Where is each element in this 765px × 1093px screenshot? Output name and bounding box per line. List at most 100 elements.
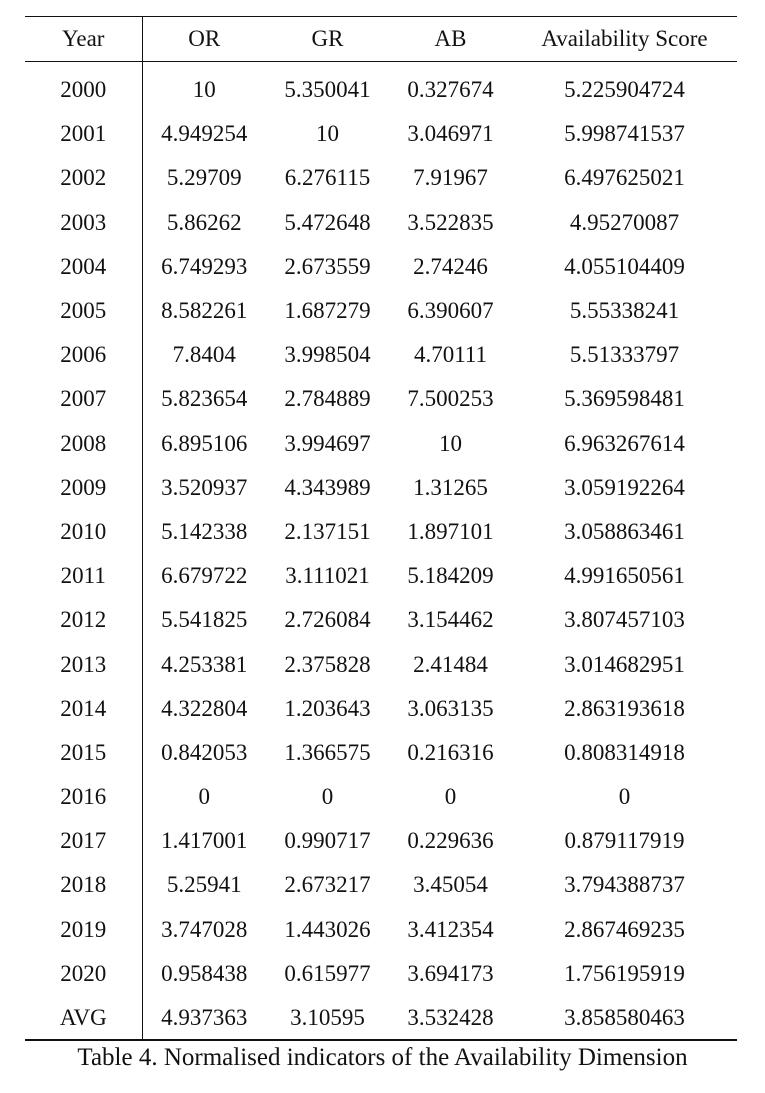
table-body: 2000 10 5.350041 0.327674 5.225904724 2001 4.9… [25,61,737,1041]
table-row: 2016 0 0 0 0 [25,775,737,820]
header-gr: GR [311,26,344,51]
gr-cell: 3.111021 [285,563,370,589]
table-row: 2001 4.949254 10 3.046971 5.998741537 [25,112,737,157]
year-cell: 2000 [25,61,143,113]
ab-cell: 3.694173 [407,960,494,986]
availability-score-cell: 5.225904724 [564,77,685,103]
gr-cell: 2.137151 [284,518,371,544]
table-row: 2004 6.749293 2.673559 2.74246 4.055104409 [25,244,737,289]
ab-cell: 0 [444,784,457,810]
table-row: 2019 3.747028 1.443026 3.412354 2.867469235 [25,907,737,952]
year-cell: 2003 [25,200,143,245]
year-cell: 2018 [25,863,143,908]
year-cell: 2004 [25,244,143,289]
or-cell: 5.29709 [166,165,242,191]
ab-cell: 7.91967 [413,165,488,191]
or-cell: 6.679722 [161,563,248,589]
table-row: 2017 1.417001 0.990717 0.229636 0.879117919 [25,819,737,864]
availability-score-cell: 5.998741537 [564,121,685,147]
ab-cell: 0.229636 [407,828,494,854]
table-row: 2011 6.679722 3.111021 5.184209 4.991650561 [25,554,737,599]
gr-cell: 2.726084 [284,607,371,633]
or-cell: 3.747028 [161,916,248,942]
ab-cell: 2.74246 [413,253,488,279]
or-cell: 6.895106 [161,430,248,456]
year-cell: 2007 [25,377,143,422]
ab-cell: 3.154462 [407,607,494,633]
or-cell: 0.842053 [161,739,248,765]
table-row: 2012 5.541825 2.726084 3.154462 3.807457103 [25,598,737,643]
or-cell: 6.749293 [161,253,248,279]
gr-cell: 5.472648 [284,209,371,235]
availability-score-cell: 2.867469235 [564,916,685,942]
table-row: 2018 5.25941 2.673217 3.45054 3.794388737 [25,863,737,908]
ab-cell: 4.70111 [413,342,488,368]
gr-cell: 3.994697 [284,430,371,456]
year-cell: 2005 [25,288,143,334]
table-row: 2003 5.86262 5.472648 3.522835 4.95270087 [25,200,737,245]
year-cell: 2010 [25,509,143,555]
gr-cell: 10 [316,121,339,147]
table-row: 2006 7.8404 3.998504 4.70111 5.51333797 [25,333,737,378]
table-row: 2009 3.520937 4.343989 1.31265 3.059192264 [25,465,737,510]
ab-cell: 3.45054 [413,872,488,898]
year-cell: AVG [25,995,143,1041]
availability-score-cell: 3.059192264 [564,474,685,500]
table-row: 2014 4.322804 1.203643 3.063135 2.863193618 [25,686,737,731]
year-cell: 2014 [25,686,143,731]
table-row: 2007 5.823654 2.784889 7.500253 5.369598481 [25,377,737,422]
table-header: Year OR GR AB Availability Score [25,16,737,62]
ab-cell: 5.184209 [407,563,494,589]
ab-cell: 2.41484 [413,651,488,677]
or-cell: 4.937363 [161,1005,248,1031]
availability-score-cell: 0.808314918 [564,739,685,765]
header-year: Year [25,16,143,62]
ab-cell: 6.390607 [407,298,494,324]
gr-cell: 2.375828 [284,651,371,677]
or-cell: 7.8404 [172,342,236,368]
gr-cell: 3.10595 [290,1005,365,1031]
or-cell: 5.86262 [166,209,242,235]
gr-cell: 0.990717 [284,828,371,854]
header-availability-score: Availability Score [541,26,708,51]
year-cell: 2009 [25,465,143,510]
availability-score-cell: 1.756195919 [564,960,685,986]
gr-cell: 2.673217 [284,872,371,898]
availability-score-cell: 5.51333797 [569,342,680,368]
or-cell: 5.541825 [161,607,248,633]
availability-score-cell: 3.858580463 [564,1005,685,1031]
availability-score-cell: 2.863193618 [564,695,685,721]
availability-score-cell: 3.807457103 [564,607,685,633]
table-row: 2015 0.842053 1.366575 0.216316 0.808314918 [25,730,737,775]
year-cell: 2011 [25,554,143,599]
table-bottom-rule [25,1039,737,1041]
year-cell: 2002 [25,156,143,201]
ab-cell: 3.412354 [407,916,494,942]
availability-score-cell: 6.963267614 [564,430,685,456]
gr-cell: 6.276115 [284,165,371,191]
gr-cell: 1.366575 [284,739,371,765]
availability-score-cell: 4.055104409 [564,253,685,279]
year-cell: 2013 [25,642,143,687]
ab-cell: 3.522835 [407,209,494,235]
year-cell: 2019 [25,907,143,952]
table-row: 2002 5.29709 6.276115 7.91967 6.497625021 [25,156,737,201]
availability-score-cell: 4.991650561 [564,563,685,589]
table-row: 2005 8.582261 1.687279 6.390607 5.55338241 [25,288,737,334]
availability-score-cell: 3.794388737 [564,872,685,898]
ab-cell: 3.532428 [407,1005,494,1031]
gr-cell: 1.443026 [284,916,371,942]
gr-cell: 5.350041 [284,77,371,103]
ab-cell: 0.216316 [407,739,494,765]
ab-cell: 3.046971 [407,121,494,147]
or-cell: 4.949254 [161,121,248,147]
table-row: 2000 10 5.350041 0.327674 5.225904724 [25,61,737,113]
ab-cell: 0.327674 [407,77,494,103]
header-row: Year OR GR AB Availability Score [25,16,737,62]
year-cell: 2001 [25,112,143,157]
or-cell: 5.823654 [161,386,248,412]
gr-cell: 1.687279 [284,298,371,324]
gr-cell: 3.998504 [284,342,371,368]
or-cell: 5.25941 [166,872,242,898]
or-cell: 10 [192,77,216,103]
